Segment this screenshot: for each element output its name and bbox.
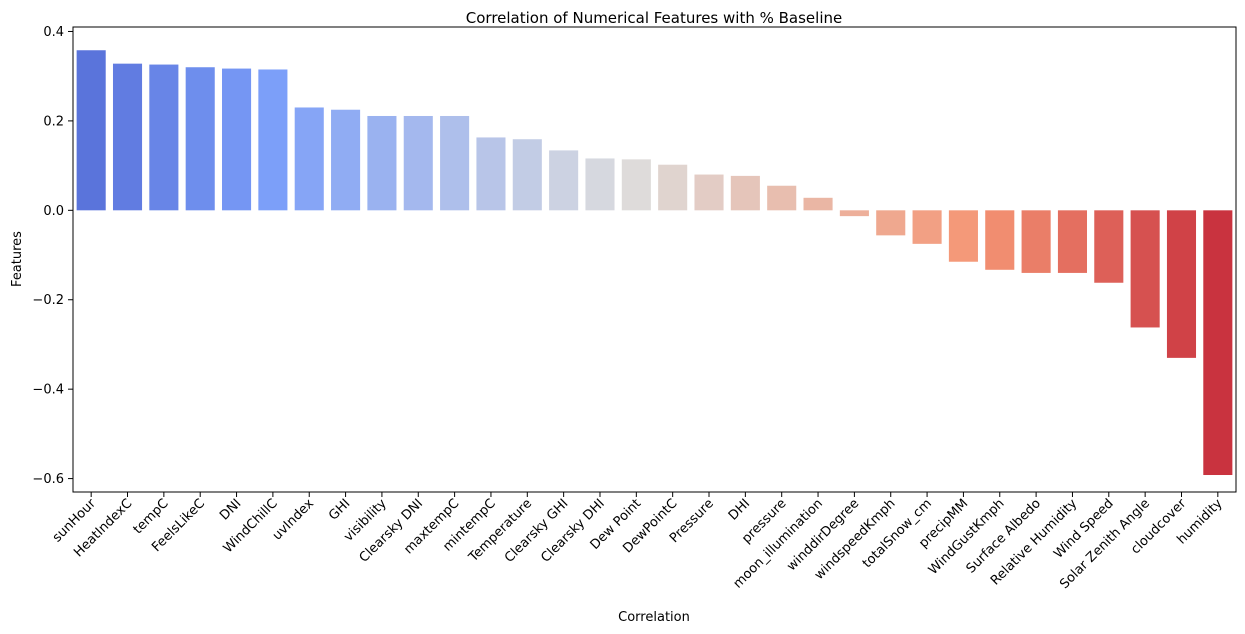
bar [76, 50, 106, 211]
bar [876, 210, 906, 236]
y-tick-label: −0.2 [32, 293, 64, 308]
bar [585, 158, 615, 211]
bar [839, 210, 869, 217]
bar [948, 210, 978, 262]
bar [222, 68, 252, 211]
chart-title: Correlation of Numerical Features with %… [466, 9, 842, 27]
y-axis-label: Features [10, 231, 25, 287]
bar [294, 107, 324, 211]
y-tick-label: −0.4 [32, 383, 64, 398]
x-tick-label: DNI [217, 496, 244, 523]
x-tick-label: Temperature [466, 496, 536, 566]
bar [149, 64, 179, 211]
x-tick-label: Clearsky DNI [357, 496, 426, 565]
bar [112, 63, 143, 211]
x-tick-label: DHI [726, 496, 753, 523]
bar [694, 174, 724, 211]
bar [549, 150, 579, 211]
bar [658, 164, 688, 211]
bar [367, 115, 397, 211]
bar [331, 109, 361, 211]
x-tick-label: Clearsky GHI [502, 496, 572, 566]
bar [476, 137, 506, 211]
bar [803, 197, 833, 211]
bar [985, 210, 1015, 270]
bar [1021, 210, 1051, 273]
bar [185, 67, 215, 211]
bar [730, 175, 760, 211]
bar [440, 115, 470, 211]
x-tick-label: GHI [326, 496, 353, 523]
x-axis-label: Correlation [618, 610, 690, 625]
plot-frame [72, 26, 1237, 493]
bar [1166, 210, 1197, 358]
bar [1130, 210, 1160, 328]
bar [621, 159, 651, 211]
bar [403, 115, 433, 211]
bar [258, 69, 288, 211]
y-tick-label: 0.0 [43, 204, 64, 219]
bar [1057, 210, 1087, 273]
bar [1094, 210, 1124, 283]
y-tick-label: 0.2 [43, 114, 64, 129]
y-tick-label: −0.6 [32, 472, 64, 487]
bar [1203, 210, 1233, 476]
y-tick-label: 0.4 [43, 25, 64, 40]
bar [912, 210, 942, 244]
bar [512, 139, 542, 211]
x-tick-label: Clearsky DHI [538, 496, 607, 565]
bar [767, 185, 797, 211]
